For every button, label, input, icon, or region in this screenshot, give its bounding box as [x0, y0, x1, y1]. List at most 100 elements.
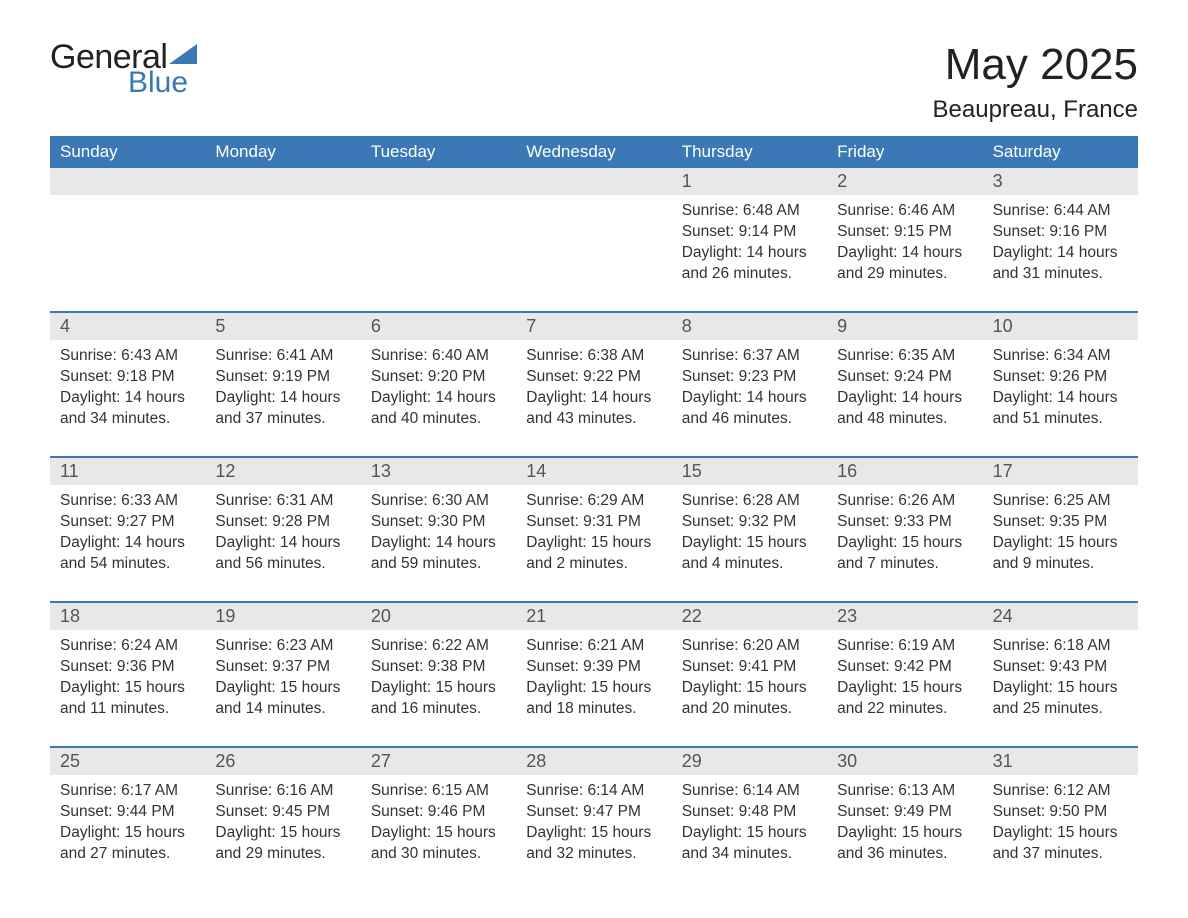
sunrise-text: Sunrise: 6:29 AM [526, 491, 661, 512]
day-number: 23 [827, 603, 982, 630]
weekday-header: Sunday [50, 136, 205, 168]
day-body: Sunrise: 6:44 AMSunset: 9:16 PMDaylight:… [983, 195, 1138, 305]
sunrise-text: Sunrise: 6:23 AM [215, 636, 350, 657]
daylight-text: Daylight: 14 hours and 46 minutes. [682, 388, 817, 430]
logo: General Blue [50, 40, 197, 98]
sunset-text: Sunset: 9:43 PM [993, 657, 1128, 678]
sunrise-text: Sunrise: 6:16 AM [215, 781, 350, 802]
daylight-text: Daylight: 15 hours and 36 minutes. [837, 823, 972, 865]
day-number: 27 [361, 748, 516, 775]
day-number: 5 [205, 313, 360, 340]
weekday-header: Friday [827, 136, 982, 168]
sunset-text: Sunset: 9:18 PM [60, 367, 195, 388]
sunset-text: Sunset: 9:32 PM [682, 512, 817, 533]
sunrise-text: Sunrise: 6:28 AM [682, 491, 817, 512]
day-body [516, 195, 671, 305]
day-number: 9 [827, 313, 982, 340]
day-body: Sunrise: 6:29 AMSunset: 9:31 PMDaylight:… [516, 485, 671, 595]
sunset-text: Sunset: 9:14 PM [682, 222, 817, 243]
day-number: 3 [983, 168, 1138, 195]
day-number: 4 [50, 313, 205, 340]
daylight-text: Daylight: 15 hours and 34 minutes. [682, 823, 817, 865]
sunset-text: Sunset: 9:50 PM [993, 802, 1128, 823]
day-body [205, 195, 360, 305]
sunrise-text: Sunrise: 6:25 AM [993, 491, 1128, 512]
sunrise-text: Sunrise: 6:41 AM [215, 346, 350, 367]
day-number: 18 [50, 603, 205, 630]
sunrise-text: Sunrise: 6:22 AM [371, 636, 506, 657]
sunset-text: Sunset: 9:47 PM [526, 802, 661, 823]
daybody-row: Sunrise: 6:24 AMSunset: 9:36 PMDaylight:… [50, 630, 1138, 740]
daynum-row: 25262728293031 [50, 748, 1138, 775]
title-block: May 2025 Beaupreau, France [933, 40, 1138, 124]
sunset-text: Sunset: 9:38 PM [371, 657, 506, 678]
daybody-row: Sunrise: 6:48 AMSunset: 9:14 PMDaylight:… [50, 195, 1138, 305]
sunrise-text: Sunrise: 6:34 AM [993, 346, 1128, 367]
day-body: Sunrise: 6:33 AMSunset: 9:27 PMDaylight:… [50, 485, 205, 595]
weekday-header: Monday [205, 136, 360, 168]
daybody-row: Sunrise: 6:17 AMSunset: 9:44 PMDaylight:… [50, 775, 1138, 885]
sunset-text: Sunset: 9:22 PM [526, 367, 661, 388]
daylight-text: Daylight: 15 hours and 25 minutes. [993, 678, 1128, 720]
weekday-header: Wednesday [516, 136, 671, 168]
day-body: Sunrise: 6:43 AMSunset: 9:18 PMDaylight:… [50, 340, 205, 450]
week-block: 45678910Sunrise: 6:43 AMSunset: 9:18 PMD… [50, 313, 1138, 450]
daylight-text: Daylight: 15 hours and 37 minutes. [993, 823, 1128, 865]
day-number: 17 [983, 458, 1138, 485]
day-number: 28 [516, 748, 671, 775]
weeks-container: 12 3Sunrise: 6:48 AMSunset: 9:14 PMDaylig… [50, 168, 1138, 885]
day-number: 25 [50, 748, 205, 775]
day-body: Sunrise: 6:37 AMSunset: 9:23 PMDaylight:… [672, 340, 827, 450]
sunrise-text: Sunrise: 6:40 AM [371, 346, 506, 367]
sunrise-text: Sunrise: 6:44 AM [993, 201, 1128, 222]
day-number: 31 [983, 748, 1138, 775]
day-body: Sunrise: 6:22 AMSunset: 9:38 PMDaylight:… [361, 630, 516, 740]
day-body: Sunrise: 6:23 AMSunset: 9:37 PMDaylight:… [205, 630, 360, 740]
sunset-text: Sunset: 9:16 PM [993, 222, 1128, 243]
day-number: 14 [516, 458, 671, 485]
daylight-text: Daylight: 15 hours and 2 minutes. [526, 533, 661, 575]
day-body: Sunrise: 6:46 AMSunset: 9:15 PMDaylight:… [827, 195, 982, 305]
daybody-row: Sunrise: 6:33 AMSunset: 9:27 PMDaylight:… [50, 485, 1138, 595]
daylight-text: Daylight: 15 hours and 11 minutes. [60, 678, 195, 720]
daylight-text: Daylight: 15 hours and 18 minutes. [526, 678, 661, 720]
daylight-text: Daylight: 14 hours and 40 minutes. [371, 388, 506, 430]
day-number [50, 168, 205, 195]
sunset-text: Sunset: 9:24 PM [837, 367, 972, 388]
daylight-text: Daylight: 15 hours and 9 minutes. [993, 533, 1128, 575]
sunset-text: Sunset: 9:36 PM [60, 657, 195, 678]
day-number: 24 [983, 603, 1138, 630]
daylight-text: Daylight: 14 hours and 56 minutes. [215, 533, 350, 575]
day-body: Sunrise: 6:26 AMSunset: 9:33 PMDaylight:… [827, 485, 982, 595]
day-body: Sunrise: 6:28 AMSunset: 9:32 PMDaylight:… [672, 485, 827, 595]
sunrise-text: Sunrise: 6:13 AM [837, 781, 972, 802]
day-number: 7 [516, 313, 671, 340]
day-number: 16 [827, 458, 982, 485]
day-number: 26 [205, 748, 360, 775]
sunset-text: Sunset: 9:41 PM [682, 657, 817, 678]
sunrise-text: Sunrise: 6:26 AM [837, 491, 972, 512]
sunrise-text: Sunrise: 6:24 AM [60, 636, 195, 657]
sunset-text: Sunset: 9:33 PM [837, 512, 972, 533]
daylight-text: Daylight: 14 hours and 59 minutes. [371, 533, 506, 575]
day-body: Sunrise: 6:31 AMSunset: 9:28 PMDaylight:… [205, 485, 360, 595]
sunset-text: Sunset: 9:42 PM [837, 657, 972, 678]
day-body [361, 195, 516, 305]
daylight-text: Daylight: 14 hours and 34 minutes. [60, 388, 195, 430]
sunrise-text: Sunrise: 6:14 AM [682, 781, 817, 802]
day-body: Sunrise: 6:14 AMSunset: 9:47 PMDaylight:… [516, 775, 671, 885]
sunrise-text: Sunrise: 6:14 AM [526, 781, 661, 802]
sunset-text: Sunset: 9:35 PM [993, 512, 1128, 533]
day-number: 12 [205, 458, 360, 485]
sunset-text: Sunset: 9:46 PM [371, 802, 506, 823]
sunset-text: Sunset: 9:30 PM [371, 512, 506, 533]
day-number: 19 [205, 603, 360, 630]
daylight-text: Daylight: 14 hours and 43 minutes. [526, 388, 661, 430]
day-number: 13 [361, 458, 516, 485]
daylight-text: Daylight: 15 hours and 7 minutes. [837, 533, 972, 575]
week-block: 11121314151617Sunrise: 6:33 AMSunset: 9:… [50, 458, 1138, 595]
sunrise-text: Sunrise: 6:38 AM [526, 346, 661, 367]
day-body: Sunrise: 6:38 AMSunset: 9:22 PMDaylight:… [516, 340, 671, 450]
daylight-text: Daylight: 14 hours and 37 minutes. [215, 388, 350, 430]
sunrise-text: Sunrise: 6:17 AM [60, 781, 195, 802]
